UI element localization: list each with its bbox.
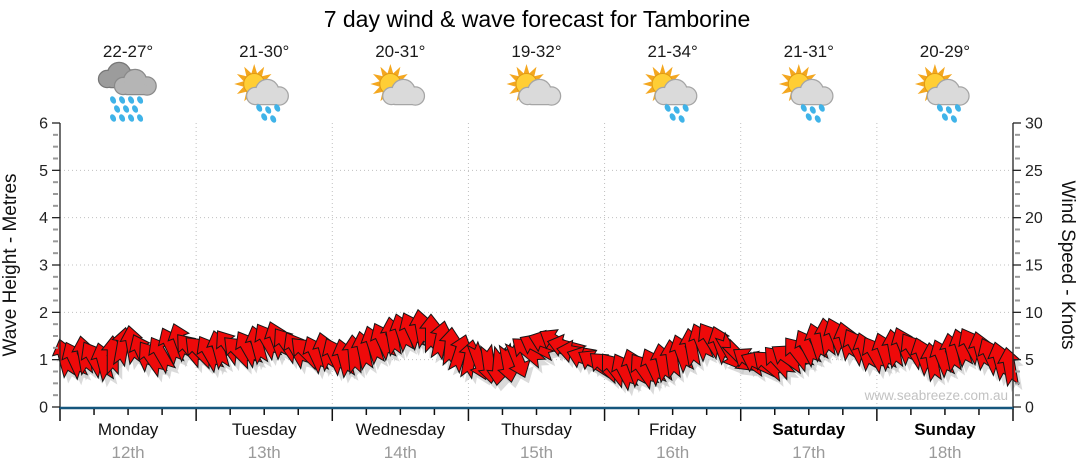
rain-drop [945,106,952,114]
temp-range: 21-31° [784,42,834,61]
rain-drop [950,115,957,123]
right-tick-label: 10 [1025,305,1043,322]
temp-range: 20-31° [375,42,425,61]
day-label: Thursday [501,420,572,439]
date-label: 17th [792,443,825,462]
rain-drop [673,106,680,114]
right-tick-label: 20 [1025,210,1043,227]
right-tick-label: 25 [1025,163,1043,180]
rain-drop [805,113,812,121]
cloud-shape [798,94,825,104]
day-label: Friday [649,420,697,439]
rain-icon [97,61,157,122]
watermark: www.seabreeze.com.au [864,388,1008,403]
right-tick-label: 30 [1025,116,1043,133]
wind-arrow [504,338,531,379]
right-tick-label: 15 [1025,258,1043,275]
sun-cloud-icon [370,64,426,106]
sun-cloud-rain-icon [234,64,289,123]
date-label: 18th [928,443,961,462]
cloud-shape [122,84,149,94]
day-column-header: 22-27° [97,42,157,122]
right-axis-title: Wind Speed - Knots [1057,181,1078,350]
rain-drop [682,104,689,112]
day-column-header: 19-32° [506,42,562,106]
day-column-header: 21-34° [642,42,698,123]
date-label: 15th [520,443,553,462]
rain-drop [110,114,117,122]
rain-drop [119,114,126,122]
cloud-shape [526,94,553,104]
day-column-header: 20-31° [370,42,426,106]
rain-drop [119,96,126,104]
day-column-header: 20-29° [914,42,970,123]
rain-drop [256,104,263,112]
left-tick-label: 3 [39,258,48,275]
cloud-shape [662,94,689,104]
sun-cloud-rain-icon [914,64,970,123]
rain-drop [137,114,144,122]
day-label: Monday [98,420,159,439]
sun-cloud-rain-icon [778,64,834,123]
rain-drop [110,96,117,104]
temp-range: 20-29° [920,42,970,61]
rain-drop [128,96,135,104]
rain-drop [114,105,121,113]
right-tick-label: 5 [1025,352,1034,369]
rain-drop [936,104,943,112]
rain-drop [800,104,807,112]
temp-range: 22-27° [103,42,153,61]
cloud-shape [254,94,281,104]
day-headers: 22-27° 21-30° 20-31° 19-32° 21-34° 21-31° 20-2… [97,42,970,123]
rain-drop [818,104,825,112]
rain-drop [132,105,139,113]
left-tick-label: 0 [39,400,48,417]
x-axis-labels: Monday 12th Tuesday 13th Wednesday 14th Thursd… [98,420,976,462]
date-label: 13th [248,443,281,462]
left-tick-label: 2 [39,305,48,322]
rain-drop [664,104,671,112]
cloud-shape [390,94,417,104]
rain-drop [678,115,685,123]
right-tick-label: 0 [1025,400,1034,417]
left-tick-label: 5 [39,163,48,180]
day-label: Tuesday [232,420,297,439]
rain-drop [261,113,268,121]
day-label: Sunday [914,420,976,439]
date-label: 14th [384,443,417,462]
temp-range: 21-30° [239,42,289,61]
rain-drop [137,96,144,104]
date-label: 16th [656,443,689,462]
rain-drop [809,106,816,114]
sun-cloud-icon [506,64,562,106]
rain-drop [265,106,272,114]
rain-drop [954,104,961,112]
left-tick-label: 1 [39,352,48,369]
left-tick-label: 6 [39,116,48,133]
rain-drop [270,115,277,123]
chart-title: 7 day wind & wave forecast for Tamborine [324,6,751,32]
day-label: Wednesday [356,420,446,439]
temp-range: 19-32° [511,42,561,61]
rain-drop [274,104,281,112]
wind-arrows [51,308,1021,392]
rain-drop [814,115,821,123]
rain-drop [669,113,676,121]
rain-drop [123,105,130,113]
date-label: 12th [112,443,145,462]
day-column-header: 21-30° [234,42,289,123]
day-label: Saturday [772,420,845,439]
axes: 0 1 2 3 4 5 6 0 5 10 15 20 25 30 [39,116,1043,421]
sun-cloud-rain-icon [642,64,698,123]
rain-drop [128,114,135,122]
left-axis-title: Wave Height - Metres [0,173,21,356]
day-column-header: 21-31° [778,42,834,123]
cloud-shape [934,94,961,104]
temp-range: 21-34° [648,42,698,61]
left-tick-label: 4 [39,210,48,227]
rain-drop [941,113,948,121]
